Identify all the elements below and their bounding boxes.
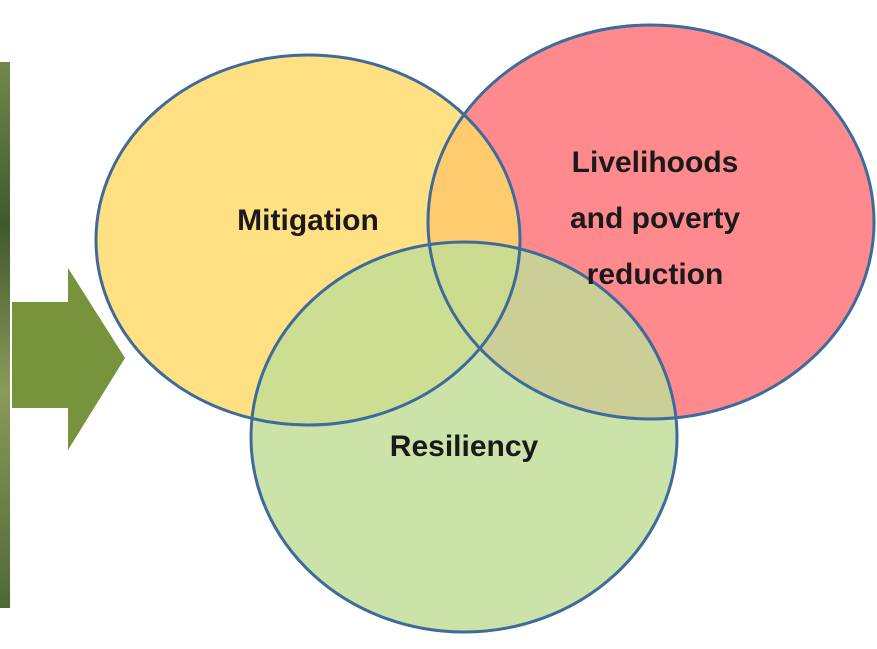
venn-diagram: Mitigation Livelihoods and poverty reductio… [0, 0, 877, 649]
circle-label: Resiliency [390, 430, 539, 463]
circle-label: and poverty [570, 202, 740, 235]
page: {"circles": [ {"label": ["Mitigation"]},… [0, 0, 877, 649]
photo-edge [0, 62, 10, 608]
circle-label: Mitigation [237, 204, 379, 237]
circles [96, 25, 874, 632]
circle-label: Livelihoods [572, 146, 739, 179]
circle-label: reduction [587, 258, 724, 291]
